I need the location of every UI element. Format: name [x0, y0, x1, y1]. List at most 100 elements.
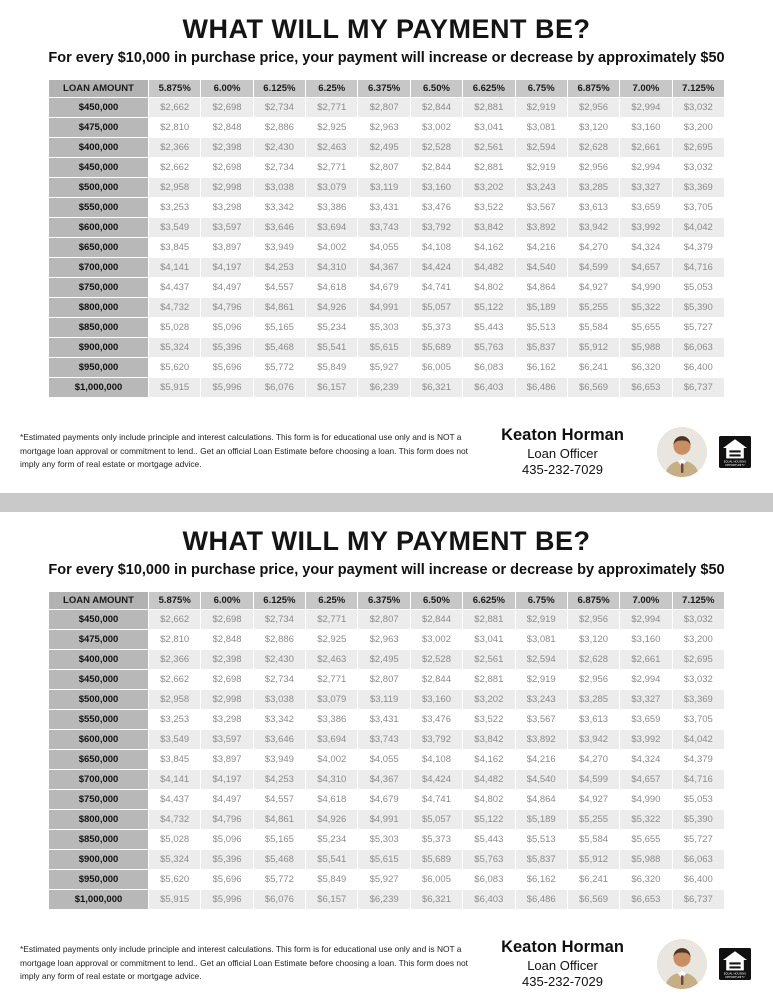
- payment-cell: $5,727: [671, 829, 726, 850]
- payment-cell: $3,705: [671, 197, 726, 218]
- payment-cell: $4,599: [566, 769, 621, 790]
- payment-cell: $2,881: [462, 157, 516, 178]
- payment-cell: $4,270: [566, 749, 621, 770]
- loan-amount-cell: $750,000: [48, 789, 149, 810]
- payment-cell: $5,996: [200, 377, 254, 398]
- payment-cell: $3,942: [566, 217, 621, 238]
- payment-cell: $5,122: [462, 809, 516, 830]
- loan-amount-cell: $450,000: [48, 97, 149, 118]
- payment-cell: $3,705: [671, 709, 726, 730]
- payment-cell: $3,694: [305, 729, 359, 750]
- payment-cell: $2,919: [514, 97, 568, 118]
- loan-amount-cell: $750,000: [48, 277, 149, 298]
- table-row: $650,000 $3,845 $3,897 $3,949 $4,002 $4,055 $4…: [48, 237, 726, 258]
- rate-column-header: 6.75%: [514, 79, 568, 98]
- payment-cell: $5,763: [462, 849, 516, 870]
- loan-amount-cell: $400,000: [48, 137, 149, 158]
- payment-cell: $4,437: [147, 277, 202, 298]
- payment-table: LOAN AMOUNT 5.875% 6.00% 6.125% 6.25% 6.375% 6…: [48, 591, 726, 910]
- payment-cell: $2,963: [357, 117, 411, 138]
- payment-cell: $4,991: [357, 809, 411, 830]
- payment-cell: $5,468: [252, 849, 307, 870]
- payment-cell: $2,528: [409, 649, 464, 670]
- contact-role: Loan Officer: [527, 445, 598, 461]
- payment-cell: $2,844: [409, 609, 464, 630]
- table-row: $500,000 $2,958 $2,998 $3,038 $3,079 $3,119 $3…: [48, 689, 726, 710]
- payment-cell: $3,032: [671, 609, 726, 630]
- payment-cell: $2,398: [200, 137, 254, 158]
- payment-cell: $3,431: [357, 709, 411, 730]
- table-row: $450,000 $2,662 $2,698 $2,734 $2,771 $2,807 $2…: [48, 669, 726, 690]
- payment-cell: $3,342: [252, 197, 307, 218]
- payment-cell: $3,842: [462, 217, 516, 238]
- payment-cell: $2,695: [671, 649, 726, 670]
- payment-cell: $2,994: [619, 669, 673, 690]
- payment-cell: $6,005: [409, 869, 464, 890]
- payment-cell: $5,655: [619, 829, 673, 850]
- payment-cell: $2,628: [566, 649, 621, 670]
- table-row: $700,000 $4,141 $4,197 $4,253 $4,310 $4,367 $4…: [48, 257, 726, 278]
- loan-amount-cell: $475,000: [48, 629, 149, 650]
- payment-cell: $5,057: [409, 297, 464, 318]
- rate-column-header: 6.50%: [409, 79, 464, 98]
- table-row: $450,000 $2,662 $2,698 $2,734 $2,771 $2,807 $2…: [48, 97, 726, 118]
- payment-cell: $5,927: [357, 869, 411, 890]
- payment-table-container: LOAN AMOUNT 5.875% 6.00% 6.125% 6.25% 6.375% 6…: [0, 591, 773, 910]
- payment-cell: $3,038: [252, 689, 307, 710]
- payment-cell: $4,991: [357, 297, 411, 318]
- payment-cell: $3,369: [671, 689, 726, 710]
- payment-cell: $2,561: [462, 137, 516, 158]
- payment-cell: $3,949: [252, 749, 307, 770]
- table-row: $1,000,000 $5,915 $5,996 $6,076 $6,157 $6,239…: [48, 889, 726, 910]
- table-row: $800,000 $4,732 $4,796 $4,861 $4,926 $4,991 $5…: [48, 297, 726, 318]
- payment-cell: $3,613: [566, 197, 621, 218]
- payment-cell: $4,679: [357, 277, 411, 298]
- payment-cell: $2,844: [409, 97, 464, 118]
- payment-cell: $5,696: [200, 357, 254, 378]
- payment-cell: $6,241: [566, 357, 621, 378]
- payment-cell: $3,285: [566, 689, 621, 710]
- payment-cell: $6,737: [671, 377, 726, 398]
- payment-cell: $6,241: [566, 869, 621, 890]
- payment-cell: $2,807: [357, 609, 411, 630]
- table-header-row: LOAN AMOUNT 5.875% 6.00% 6.125% 6.25% 6.375% 6…: [48, 591, 726, 610]
- payment-cell: $3,743: [357, 217, 411, 238]
- payment-cell: $4,141: [147, 769, 202, 790]
- loan-amount-cell: $800,000: [48, 809, 149, 830]
- payment-cell: $4,424: [409, 257, 464, 278]
- payment-cell: $2,698: [200, 97, 254, 118]
- payment-cell: $5,912: [566, 337, 621, 358]
- payment-cell: $4,055: [357, 749, 411, 770]
- payment-cell: $2,662: [147, 609, 202, 630]
- payment-cell: $3,120: [566, 117, 621, 138]
- payment-cell: $3,285: [566, 177, 621, 198]
- payment-cell: $2,734: [252, 609, 307, 630]
- payment-cell: $3,041: [462, 117, 516, 138]
- payment-cell: $5,324: [147, 337, 202, 358]
- payment-cell: $6,653: [619, 377, 673, 398]
- payment-cell: $6,239: [357, 377, 411, 398]
- table-row: $900,000 $5,324 $5,396 $5,468 $5,541 $5,615 $5…: [48, 849, 726, 870]
- payment-cell: $2,594: [514, 649, 568, 670]
- payment-cell: $4,732: [147, 809, 202, 830]
- payment-cell: $3,567: [514, 709, 568, 730]
- payment-cell: $5,772: [252, 357, 307, 378]
- payment-cell: $4,864: [514, 789, 568, 810]
- payment-cell: $6,653: [619, 889, 673, 910]
- payment-cell: $3,243: [514, 177, 568, 198]
- payment-cell: $5,655: [619, 317, 673, 338]
- payment-cell: $3,845: [147, 237, 202, 258]
- loan-amount-cell: $500,000: [48, 177, 149, 198]
- payment-cell: $2,807: [357, 97, 411, 118]
- payment-cell: $6,076: [252, 889, 307, 910]
- payment-cell: $4,540: [514, 257, 568, 278]
- payment-cell: $5,390: [671, 809, 726, 830]
- payment-cell: $2,771: [305, 157, 359, 178]
- svg-text:OPPORTUNITY: OPPORTUNITY: [725, 975, 745, 979]
- contact-block: Keaton Horman Loan Officer 435-232-7029: [480, 425, 645, 478]
- payment-cell: $4,108: [409, 749, 464, 770]
- payment-cell: $5,122: [462, 297, 516, 318]
- table-row: $500,000 $2,958 $2,998 $3,038 $3,079 $3,119 $3…: [48, 177, 726, 198]
- contact-name: Keaton Horman: [501, 938, 624, 956]
- equal-housing-opportunity-logo: EQUAL HOUSING OPPORTUNITY: [719, 947, 751, 980]
